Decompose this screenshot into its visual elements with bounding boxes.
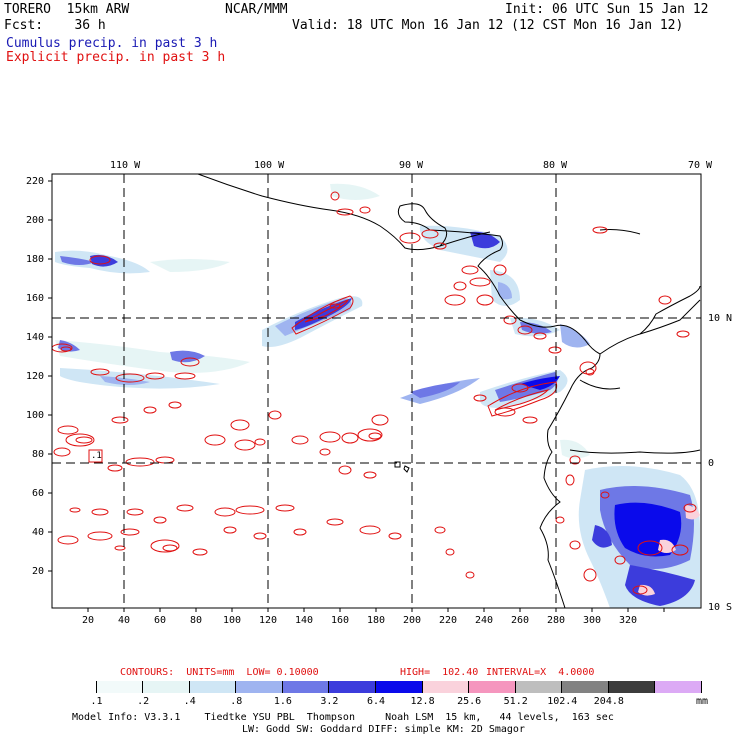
lon-label-80w: 80 W — [543, 160, 568, 171]
cumulus-field-label: Cumulus precip. in past 3 h — [6, 36, 218, 51]
coastlines — [197, 174, 701, 608]
x-tick-label: 220 — [439, 615, 458, 626]
colorbar-label: 204.8 — [593, 696, 624, 707]
colorbar-label: .8 — [230, 696, 243, 707]
colorbar-swatch — [329, 681, 376, 693]
colorbar-label: 12.8 — [410, 696, 435, 707]
colorbar-swatch — [422, 681, 470, 693]
x-tick-label: 20 — [82, 615, 95, 626]
colorbar-swatch — [189, 681, 237, 693]
y-tick-label: 140 — [26, 332, 45, 343]
colorbar-swatch — [655, 681, 702, 693]
contour-label-box — [88, 449, 103, 463]
colorbar-swatch — [50, 681, 97, 693]
colorbar-swatch — [376, 681, 423, 693]
explicit-field-label: Explicit precip. in past 3 h — [6, 50, 226, 65]
x-tick-label: 40 — [118, 615, 131, 626]
colorbar-label: .2 — [137, 696, 150, 707]
y-tick-label: 40 — [32, 527, 45, 538]
y-tick-label: 100 — [26, 410, 45, 421]
colorbar-swatch — [143, 681, 190, 693]
x-tick-label: 140 — [295, 615, 314, 626]
explicit-precip-contours — [52, 191, 697, 595]
lat-lon-grid — [52, 174, 701, 608]
colorbar-label: 3.2 — [320, 696, 339, 707]
colorbar-label: .1 — [90, 696, 103, 707]
lon-label-100w: 100 W — [254, 160, 285, 171]
colorbar-swatch — [469, 681, 516, 693]
y-tick-label: 220 — [26, 176, 45, 187]
colorbar-swatch — [562, 681, 609, 693]
colorbar-swatch — [282, 681, 330, 693]
lat-label-10n: 10 N — [708, 313, 733, 324]
colorbar-swatch — [236, 681, 283, 693]
valid-time-label: Valid: 18 UTC Mon 16 Jan 12 (12 CST Mon … — [292, 18, 684, 33]
lon-label-110w: 110 W — [110, 160, 141, 171]
contour-value-label: .1 — [91, 451, 102, 461]
y-tick-label: 160 — [26, 293, 45, 304]
y-tick-label: 80 — [32, 449, 45, 460]
x-tick-label: 120 — [259, 615, 278, 626]
colorbar-label: 6.4 — [366, 696, 386, 707]
colorbar-label: 102.4 — [547, 696, 578, 707]
lat-label-0: 0 — [708, 458, 715, 469]
lat-label-10s: 10 S — [708, 602, 733, 613]
contour-interval-label: INTERVAL=X 4.0000 — [486, 667, 595, 678]
y-tick-label: 20 — [32, 566, 45, 577]
colorbar-label: .4 — [183, 696, 196, 707]
x-tick-label: 260 — [511, 615, 530, 626]
x-tick-label: 100 — [223, 615, 242, 626]
y-tick-label: 60 — [32, 488, 45, 499]
colorbar-swatch — [96, 681, 144, 693]
y-tick-label: 180 — [26, 254, 45, 265]
physics-info-line: LW: Godd SW: Goddard DIFF: simple KM: 2D… — [242, 724, 525, 735]
axis-ticks — [48, 180, 665, 612]
forecast-hour-label: Fcst: 36 h — [4, 18, 106, 33]
init-time-label: Init: 06 UTC Sun 15 Jan 12 — [505, 2, 709, 17]
colorbar-label: 25.6 — [457, 696, 482, 707]
colorbar-units: mm — [696, 696, 709, 707]
organization-label: NCAR/MMM — [225, 2, 288, 17]
colorbar-label: 51.2 — [503, 696, 528, 707]
contour-units-label: CONTOURS: UNITS=mm LOW= 0.10000 — [120, 667, 319, 678]
x-tick-label: 280 — [547, 615, 566, 626]
colorbar-label: 1.6 — [273, 696, 292, 707]
lon-label-90w: 90 W — [399, 160, 424, 171]
x-tick-label: 320 — [619, 615, 638, 626]
lon-label-70w: 70 W — [688, 160, 713, 171]
y-tick-label: 120 — [26, 371, 45, 382]
contour-high-label: HIGH= 102.40 — [400, 667, 479, 678]
model-info-line: Model Info: V3.3.1 Tiedtke YSU PBL Thomp… — [72, 712, 614, 723]
colorbar-swatch — [515, 681, 563, 693]
x-tick-label: 180 — [367, 615, 386, 626]
x-tick-label: 80 — [190, 615, 203, 626]
x-tick-label: 200 — [403, 615, 422, 626]
model-title: TORERO 15km ARW — [4, 2, 130, 17]
y-tick-label: 200 — [26, 215, 45, 226]
colorbar-swatch — [608, 681, 656, 693]
x-tick-label: 240 — [475, 615, 494, 626]
x-tick-label: 160 — [331, 615, 350, 626]
x-tick-label: 60 — [154, 615, 167, 626]
x-tick-label: 300 — [583, 615, 602, 626]
